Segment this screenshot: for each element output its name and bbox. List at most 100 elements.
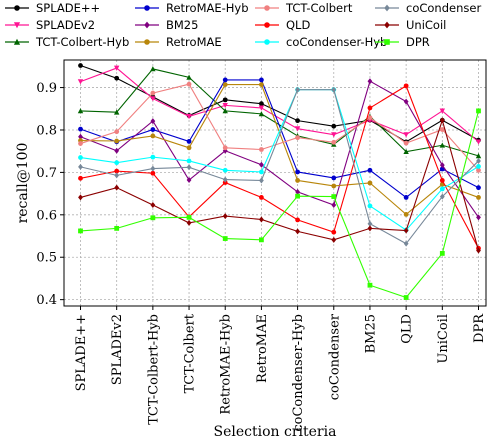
data-point-tct-colbert <box>295 135 300 141</box>
data-point-tct-colbert <box>259 147 264 152</box>
y-tick-label: 0.5 <box>36 251 57 266</box>
legend-swatch-marker <box>384 39 390 45</box>
data-point-qld <box>367 105 373 111</box>
data-point-tct-colbert-hyb <box>150 66 156 72</box>
data-point-cocondenser <box>222 176 228 183</box>
legend: SPLADE++ RetroMAE-Hyb TCT-Colbert coCondens… <box>5 1 481 49</box>
legend-swatch-marker <box>264 22 270 28</box>
series-line-bm25 <box>80 80 479 218</box>
legend-label: SPLADEv2 <box>36 18 95 32</box>
legend-label: DPR <box>406 35 430 49</box>
x-tick-label-bm25: BM25 <box>363 314 378 353</box>
data-point-retromae <box>331 183 337 189</box>
data-point-qld <box>439 178 445 183</box>
data-point-retromae-hyb <box>476 185 481 191</box>
data-point-tct-colbert-hyb <box>403 148 409 155</box>
data-point-dpr <box>403 295 409 300</box>
series-line-retromae <box>80 84 479 216</box>
data-point-retromae-hyb <box>403 195 409 200</box>
data-point-bm25 <box>403 98 409 105</box>
data-point-spladeplusplus <box>331 123 337 129</box>
x-axis-label: Selection criteria <box>214 424 337 440</box>
data-point-tct-colbert <box>186 81 192 87</box>
series-line-cocondenser-hyb <box>80 89 479 231</box>
legend-swatch-marker <box>13 22 21 29</box>
series-tct-colbert <box>78 81 481 173</box>
data-point-bm25 <box>476 214 481 221</box>
y-tick-label: 0.9 <box>36 81 57 96</box>
data-point-cocondenser-hyb <box>367 203 373 209</box>
series-bm25 <box>78 78 481 221</box>
data-point-bm25 <box>367 78 373 85</box>
data-point-spladev2 <box>439 108 446 114</box>
data-point-dpr <box>78 228 83 234</box>
legend-label: TCT-Colbert-Hyb <box>35 35 129 49</box>
data-point-tct-colbert <box>403 140 409 146</box>
data-point-spladev2 <box>77 79 84 85</box>
x-tick-label-unicoil: UniCoil <box>436 314 451 364</box>
data-point-dpr <box>114 225 120 231</box>
data-point-dpr <box>476 108 481 114</box>
y-tick-label: 0.8 <box>36 123 57 138</box>
data-point-tct-colbert <box>439 127 445 132</box>
legend-item-retromae: RetroMAE <box>135 35 222 49</box>
data-point-bm25 <box>114 147 120 154</box>
data-point-unicoil <box>403 227 409 234</box>
data-point-cocondenser-hyb <box>476 164 481 169</box>
data-point-bm25 <box>186 177 192 184</box>
data-point-retromae-hyb <box>186 139 192 144</box>
data-point-cocondenser <box>186 164 192 171</box>
x-tick-label-qld: QLD <box>400 314 415 344</box>
data-point-unicoil <box>222 213 228 220</box>
y-tick-label: 0.6 <box>36 208 57 223</box>
data-point-tct-colbert-hyb <box>475 153 482 159</box>
data-point-bm25 <box>331 202 337 209</box>
legend-item-spladeplusplus: SPLADE++ <box>5 1 100 15</box>
data-point-cocondenser-hyb <box>78 155 83 160</box>
data-point-spladeplusplus <box>78 63 83 68</box>
legend-swatch-marker <box>144 5 150 11</box>
data-point-tct-colbert-hyb <box>113 109 120 115</box>
legend-label: BM25 <box>166 18 198 32</box>
x-axis: SPLADE++ SPLADEv2 TCT-Colbert-Hyb TCT-Colbe… <box>74 306 487 432</box>
data-point-cocondenser <box>403 240 409 247</box>
data-point-qld <box>78 175 83 181</box>
data-point-spladev2 <box>475 139 482 145</box>
y-tick-label: 0.7 <box>36 166 57 181</box>
data-point-qld <box>331 229 337 235</box>
data-point-unicoil <box>259 216 264 223</box>
data-point-qld <box>259 195 264 200</box>
series-layer <box>77 63 482 300</box>
series-retromae-hyb <box>78 77 481 200</box>
data-point-dpr <box>150 215 156 221</box>
data-point-qld <box>114 168 120 174</box>
x-tick-label-spladeplusplus: SPLADE++ <box>74 314 89 391</box>
data-point-cocondenser-hyb <box>222 167 228 173</box>
data-point-spladev2 <box>186 114 192 120</box>
data-point-retromae-hyb <box>331 175 337 181</box>
data-point-dpr <box>186 214 192 220</box>
data-point-retromae-hyb <box>295 169 300 175</box>
data-point-bm25 <box>259 161 264 168</box>
x-tick-label-spladev2: SPLADEv2 <box>110 314 125 385</box>
data-point-spladev2 <box>331 132 337 138</box>
legend-item-spladev2: SPLADEv2 <box>5 18 95 32</box>
data-point-unicoil <box>476 247 481 254</box>
legend-label: RetroMAE <box>166 35 222 49</box>
y-tick-label: 0.4 <box>36 293 57 308</box>
legend-swatch-marker <box>264 5 270 11</box>
legend-label: coCondenser-Hyb <box>286 35 387 49</box>
x-tick-label-retromae: RetroMAE <box>255 314 270 383</box>
series-line-qld <box>80 85 479 249</box>
data-point-spladev2 <box>222 102 228 109</box>
series-dpr <box>78 108 481 300</box>
legend-item-dpr: DPR <box>375 35 430 49</box>
data-point-dpr <box>367 282 373 288</box>
data-point-bm25 <box>439 162 445 169</box>
data-point-tct-colbert-hyb <box>439 142 446 148</box>
series-line-dpr <box>80 110 480 299</box>
data-point-spladev2 <box>258 105 265 111</box>
legend-item-unicoil: UniCoil <box>375 18 446 32</box>
legend-swatch-marker <box>144 21 150 29</box>
